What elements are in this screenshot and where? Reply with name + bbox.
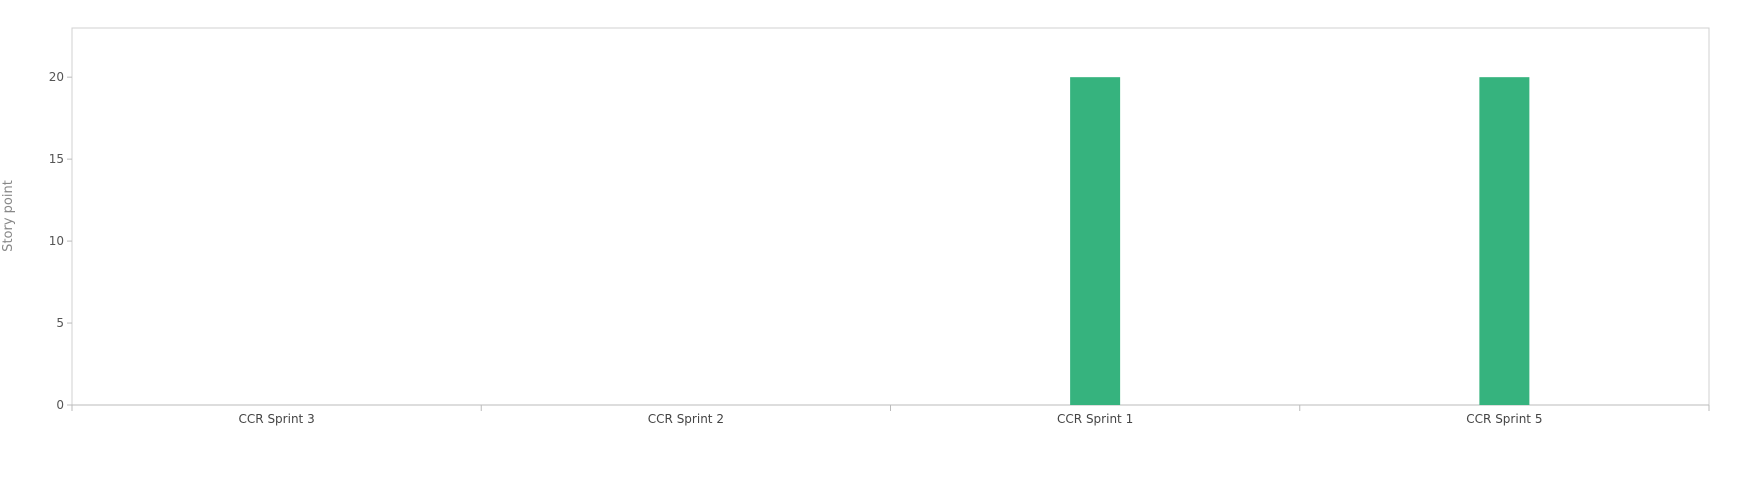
x-tick-label: CCR Sprint 2 [648, 412, 724, 426]
x-axis: CCR Sprint 3 CCR Sprint 2 CCR Sprint 1 CCR … [71, 404, 1710, 426]
y-axis: 0 5 10 15 20 [49, 70, 72, 412]
x-tick-label: CCR Sprint 5 [1466, 412, 1542, 426]
y-tick-label: 5 [56, 316, 64, 330]
plot-frame [71, 27, 1710, 406]
bar[interactable] [1070, 77, 1121, 405]
bar[interactable] [1479, 77, 1530, 405]
y-tick-label: 0 [56, 398, 64, 412]
y-tick-label: 10 [49, 234, 64, 248]
y-tick-label: 20 [49, 70, 64, 84]
y-tick-label: 15 [49, 152, 64, 166]
x-tick-label: CCR Sprint 1 [1057, 412, 1133, 426]
x-tick-label: CCR Sprint 3 [239, 412, 315, 426]
bars-group [1070, 77, 1530, 405]
y-axis-title: Story point [1, 180, 16, 252]
